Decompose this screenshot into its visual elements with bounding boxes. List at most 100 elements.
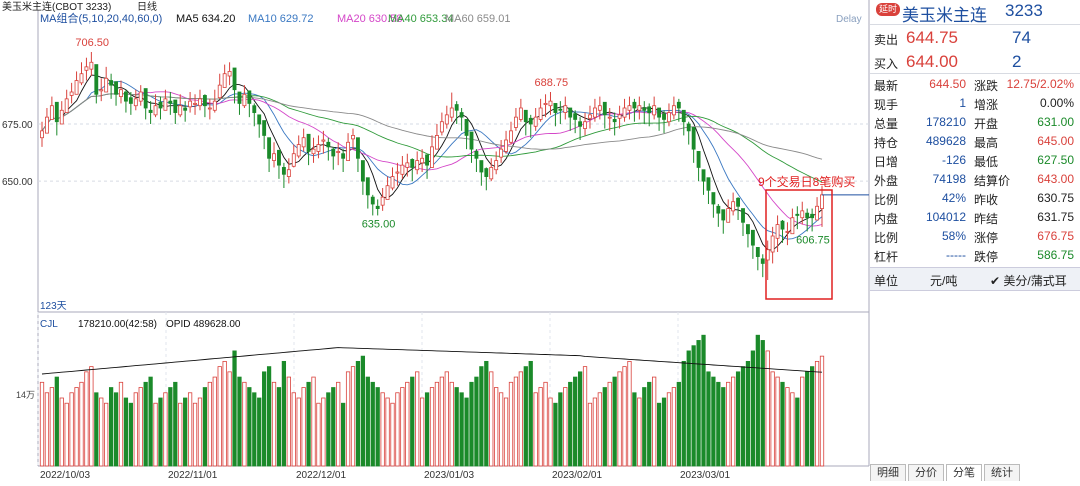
candle-body <box>513 116 518 128</box>
volume-bar <box>192 402 198 467</box>
stat-value: 104012 <box>925 210 966 224</box>
candle-body <box>760 258 765 264</box>
volume-bar <box>183 397 188 467</box>
candle-body <box>637 105 642 111</box>
candle-body <box>820 194 824 209</box>
chart-period: 日线 <box>137 0 157 13</box>
price-label: 706.50 <box>75 37 109 49</box>
ma20-legend: MA20 630.58 <box>337 13 402 25</box>
sell-price: 644.75 <box>906 28 958 47</box>
tab-detail[interactable]: 明细 <box>870 464 906 481</box>
candle-body <box>49 105 54 120</box>
instrument-code: 3233 <box>1005 1 1043 20</box>
stat-row: 外盘 74198 结算价 643.00 <box>870 170 1080 189</box>
stat-value: 643.00 <box>1037 172 1074 186</box>
candle-body <box>657 107 662 118</box>
volume-bar <box>415 371 420 467</box>
volume-bar <box>696 340 701 467</box>
ma5-legend: MA5 634.20 <box>176 13 235 25</box>
candle-body <box>430 146 434 168</box>
volume-bar <box>494 387 499 467</box>
volume-bar <box>163 392 168 467</box>
volume-bar <box>355 360 361 467</box>
volume-bar <box>656 402 662 467</box>
stat-label: 开盘 <box>974 117 999 131</box>
stat-value: ----- <box>946 248 966 262</box>
volume-bar <box>128 402 133 467</box>
volume-bar <box>800 376 805 467</box>
volume-bar <box>133 392 138 467</box>
stat-label: 总量 <box>874 117 899 131</box>
candle-body <box>153 105 158 116</box>
volume-bar <box>484 360 489 467</box>
ma10-legend: MA10 629.72 <box>248 13 313 25</box>
tab-ticks[interactable]: 分笔 <box>946 464 982 481</box>
candle-body <box>227 71 232 77</box>
x-tick-label: 2022/12/01 <box>296 470 346 481</box>
volume-bar <box>173 381 178 467</box>
volume-bar <box>671 387 677 467</box>
x-tick-label: 2023/01/03 <box>424 470 474 481</box>
volume-bar <box>607 381 612 467</box>
candle-body <box>277 149 281 166</box>
volume-bar <box>252 392 257 467</box>
cjl-label[interactable]: CJL <box>40 319 58 330</box>
candle-body <box>64 98 69 113</box>
candle-body <box>750 229 755 246</box>
volume-bar <box>780 381 785 467</box>
x-tick-label: 2023/03/01 <box>680 470 730 481</box>
volume-bar <box>563 387 568 467</box>
ma-set-label[interactable]: MA组合(5,10,20,40,60,0) <box>40 11 162 25</box>
unit-value: 元/吨 <box>930 274 958 288</box>
currency-selector[interactable]: ✔ 美分/蒲式耳 <box>990 272 1067 289</box>
buy-volume: 2 <box>1012 52 1022 71</box>
volume-bar <box>592 397 598 467</box>
candle-body <box>420 157 425 164</box>
candle-body <box>202 95 207 107</box>
candle-body <box>775 224 780 239</box>
volume-bar <box>597 392 602 467</box>
tab-stats[interactable]: 统计 <box>984 464 1020 481</box>
candle-body <box>439 121 444 133</box>
volume-bar <box>647 381 652 467</box>
candle-body <box>158 101 163 109</box>
volume-bar <box>518 371 523 467</box>
candle-body <box>173 99 178 113</box>
stat-value: 42% <box>941 191 966 205</box>
candle-body <box>499 148 504 158</box>
volume-bar <box>602 387 607 467</box>
tab-price[interactable]: 分价 <box>908 464 944 481</box>
volume-bar <box>637 397 642 467</box>
volume-bar <box>49 387 55 467</box>
currency-value: 美分/蒲式耳 <box>1003 274 1067 288</box>
volume-bar <box>740 366 746 467</box>
candle-body <box>449 107 454 118</box>
stat-value: 586.75 <box>1037 248 1074 262</box>
stat-label: 持仓 <box>874 136 899 150</box>
candle-body <box>676 101 681 109</box>
stat-label: 涨跌 <box>974 79 999 93</box>
delay-label: Delay <box>836 14 862 25</box>
volume-bar <box>153 402 158 467</box>
candle-body <box>40 130 44 139</box>
candle-body <box>671 105 676 116</box>
stat-label: 最低 <box>974 155 999 169</box>
volume-bar <box>370 381 375 467</box>
volume-bar <box>197 397 203 467</box>
quote-header: 延时 美玉米主连 3233 <box>870 0 1080 25</box>
stat-label: 日增 <box>874 155 899 169</box>
volume-bar <box>528 360 533 467</box>
candle-body <box>410 159 415 168</box>
candle-body <box>365 177 370 196</box>
candle-body <box>494 160 499 171</box>
candle-body <box>533 116 538 127</box>
volume-bar <box>513 376 519 467</box>
volume-bar <box>726 381 731 467</box>
candle-body <box>755 247 760 257</box>
candle-body <box>89 61 94 70</box>
candle-body <box>528 117 533 125</box>
candle-body <box>405 162 410 168</box>
candle-body <box>360 160 365 182</box>
